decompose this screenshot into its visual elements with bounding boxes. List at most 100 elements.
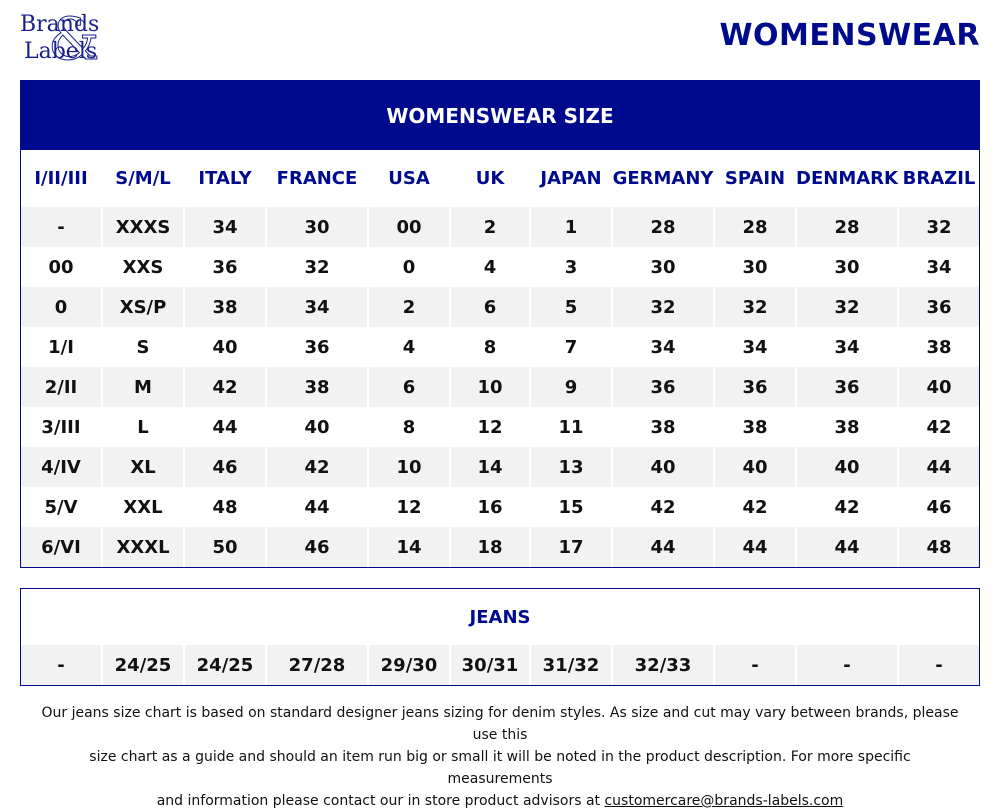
table-cell: - bbox=[21, 207, 103, 247]
table-cell: 40 bbox=[267, 407, 369, 447]
jeans-row: -24/25 24/25 27/28 29/30 30/31 31/32 32/33- - - bbox=[21, 645, 979, 685]
table-cell: 42 bbox=[185, 367, 267, 407]
jeans-table-body: -24/25 24/25 27/28 29/30 30/31 31/32 32/33- - - bbox=[21, 645, 979, 685]
column-header: DENMARK bbox=[796, 150, 899, 207]
jeans-table-title: JEANS bbox=[469, 606, 531, 628]
jeans-size-table: JEANS -24/25 24/25 27/28 29/30 30/31 31/32 32/… bbox=[20, 588, 980, 686]
customer-care-email-link[interactable]: customercare@brands-labels.com bbox=[604, 793, 844, 809]
size-table-body: I/II/III S/M/L ITALY FRANCE USA UK JAPAN GERMAN… bbox=[21, 150, 979, 567]
table-cell: 34 bbox=[797, 327, 899, 367]
table-cell: 40 bbox=[185, 327, 267, 367]
jeans-cell: 32/33 bbox=[613, 645, 715, 685]
table-cell: 6/VI bbox=[21, 527, 103, 567]
table-row: 6/VI XXXL 50 46 14 18 17 44 44 44 48 bbox=[21, 527, 979, 567]
table-cell: S bbox=[103, 327, 185, 367]
table-cell: 30 bbox=[267, 207, 369, 247]
table-row: 00 XXS 36 32 0 4 3 30 30 30 34 bbox=[21, 247, 979, 287]
table-cell: 3 bbox=[531, 247, 613, 287]
table-cell: 00 bbox=[369, 207, 451, 247]
note-line-1: Our jeans size chart is based on standar… bbox=[41, 705, 959, 743]
table-cell: 38 bbox=[926, 336, 952, 358]
table-cell: 4 bbox=[451, 247, 531, 287]
jeans-cell: - bbox=[797, 645, 899, 685]
note-line-2: size chart as a guide and should an item… bbox=[89, 749, 911, 787]
table-cell: 50 bbox=[185, 527, 267, 567]
column-header: BRAZIL bbox=[902, 168, 976, 189]
table-cell: 38 bbox=[185, 287, 267, 327]
table-cell: 36 bbox=[715, 367, 797, 407]
table-cell: 5/V bbox=[21, 487, 103, 527]
table-cell: 34 bbox=[613, 327, 715, 367]
table-cell: 46 bbox=[185, 447, 267, 487]
table-cell: 8 bbox=[451, 327, 531, 367]
jeans-cell: - bbox=[715, 645, 797, 685]
table-cell: XS/P bbox=[103, 287, 185, 327]
column-header: FRANCE bbox=[267, 150, 369, 207]
table-cell: 30 bbox=[715, 247, 797, 287]
table-cell: 42 bbox=[715, 487, 797, 527]
table-cell: 1 bbox=[531, 207, 613, 247]
table-cell: 6 bbox=[451, 287, 531, 327]
column-header: JAPAN bbox=[531, 150, 613, 207]
table-cell: 32 bbox=[899, 207, 979, 247]
note-line-3: and information please contact our in st… bbox=[40, 790, 960, 812]
table-cell: 44 bbox=[185, 407, 267, 447]
column-header: S/M/L bbox=[103, 150, 185, 207]
table-cell: 11 bbox=[531, 407, 613, 447]
table-row: - XXXS 34 30 00 2 1 28 28 28 32 bbox=[21, 207, 979, 247]
table-cell: 36 bbox=[267, 327, 369, 367]
table-cell: 17 bbox=[531, 527, 613, 567]
jeans-cell: 29/30 bbox=[369, 645, 451, 685]
table-cell: 36 bbox=[899, 287, 979, 327]
table-cell: 28 bbox=[797, 207, 899, 247]
logo-text-labels: Labels bbox=[24, 39, 98, 64]
table-cell: 44 bbox=[715, 527, 797, 567]
table-row: 3/III L 44 40 8 12 11 38 38 38 42 bbox=[21, 407, 979, 447]
table-cell: 38 bbox=[613, 407, 715, 447]
table-cell: 42 bbox=[797, 487, 899, 527]
brand-logo[interactable]: & Brands Labels bbox=[20, 10, 120, 72]
table-row: 4/IV XL 46 42 10 14 13 40 40 40 44 bbox=[21, 447, 979, 487]
table-cell: 5 bbox=[531, 287, 613, 327]
table-cell: 44 bbox=[899, 447, 979, 487]
table-cell: 15 bbox=[531, 487, 613, 527]
table-cell: 34 bbox=[926, 256, 952, 278]
table-cell: 12 bbox=[369, 487, 451, 527]
jeans-cell: 24/25 bbox=[103, 645, 185, 685]
table-cell: 14 bbox=[369, 527, 451, 567]
table-row: 1/I S 40 36 4 8 7 34 34 34 38 bbox=[21, 327, 979, 367]
table-cell: XL bbox=[103, 447, 185, 487]
table-row: 5/V XXL 48 44 12 16 15 42 42 42 46 bbox=[21, 487, 979, 527]
jeans-cell: - bbox=[899, 645, 979, 685]
jeans-cell: 27/28 bbox=[267, 645, 369, 685]
table-cell: 38 bbox=[715, 407, 797, 447]
size-table-title: WOMENSWEAR SIZE bbox=[21, 81, 979, 150]
table-cell: 10 bbox=[451, 367, 531, 407]
table-cell: 16 bbox=[451, 487, 531, 527]
table-cell: XXS bbox=[103, 247, 185, 287]
table-cell: 0 bbox=[369, 247, 451, 287]
table-cell: 0 bbox=[21, 287, 103, 327]
table-cell: 42 bbox=[926, 416, 952, 438]
table-cell: 36 bbox=[797, 367, 899, 407]
table-cell: 30 bbox=[797, 247, 899, 287]
table-cell: 28 bbox=[613, 207, 715, 247]
note-line-3-text: and information please contact our in st… bbox=[156, 793, 605, 809]
table-cell: 46 bbox=[926, 496, 952, 518]
table-cell: 13 bbox=[531, 447, 613, 487]
column-header: USA bbox=[369, 150, 451, 207]
table-cell: 42 bbox=[267, 447, 369, 487]
table-cell: 38 bbox=[797, 407, 899, 447]
table-cell: 32 bbox=[797, 287, 899, 327]
table-row: 0 XS/P 38 34 2 6 5 32 32 32 36 bbox=[21, 287, 979, 327]
table-cell: 40 bbox=[613, 447, 715, 487]
table-cell: XXXS bbox=[103, 207, 185, 247]
table-cell: L bbox=[103, 407, 185, 447]
table-cell: 34 bbox=[185, 207, 267, 247]
table-cell: XXL bbox=[103, 487, 185, 527]
jeans-cell: 24/25 bbox=[185, 645, 267, 685]
table-cell: 9 bbox=[531, 367, 613, 407]
table-cell: XXXL bbox=[103, 527, 185, 567]
table-cell: 30 bbox=[613, 247, 715, 287]
logo-ampersand: & bbox=[48, 5, 101, 73]
